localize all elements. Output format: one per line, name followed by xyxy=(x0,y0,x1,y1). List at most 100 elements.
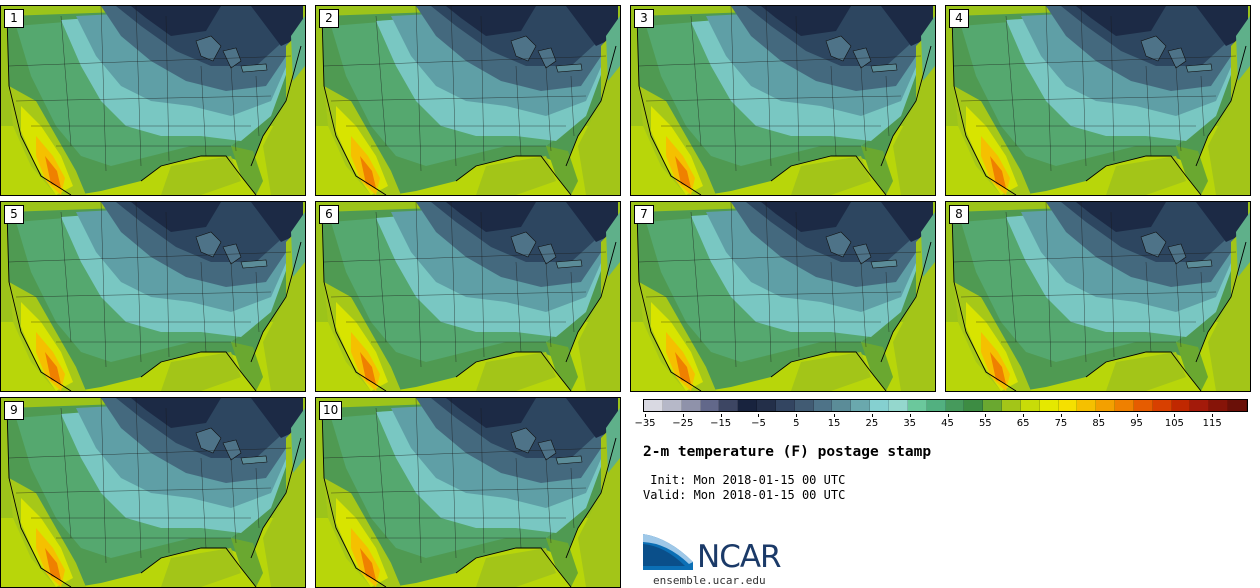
map-region xyxy=(1185,63,1213,73)
valid-time: Valid: Mon 2018-01-15 00 UTC xyxy=(643,488,846,502)
colorbar-swatch xyxy=(794,400,814,411)
map-region xyxy=(240,63,268,73)
map-panel-5: 5 xyxy=(0,201,306,392)
colorbar-tick-label: 55 xyxy=(978,418,992,429)
colorbar-swatch xyxy=(1133,400,1153,411)
state-border xyxy=(1005,15,1017,147)
site-url: ensemble.ucar.edu xyxy=(653,574,766,587)
state-border xyxy=(1200,75,1205,137)
state-border xyxy=(1145,65,1152,157)
state-border xyxy=(515,65,522,157)
state-border xyxy=(165,407,170,554)
colorbar-tick-mark xyxy=(682,414,684,417)
map-region xyxy=(990,352,1006,384)
colorbar-swatch xyxy=(700,400,720,411)
temperature-map xyxy=(316,202,620,391)
state-border xyxy=(8,251,292,263)
map-region xyxy=(791,352,871,391)
colorbar-tick-mark xyxy=(1060,414,1062,417)
state-border xyxy=(1005,211,1017,343)
map-region xyxy=(606,408,620,473)
map-region xyxy=(566,398,618,438)
map-region xyxy=(231,342,263,391)
colorbar-swatch xyxy=(1002,400,1021,411)
colorbar-swatch xyxy=(681,400,701,411)
state-border xyxy=(15,95,272,102)
map-region xyxy=(921,16,935,81)
map-region xyxy=(606,16,620,81)
colorbar-swatch xyxy=(983,400,1003,411)
state-border xyxy=(230,457,237,544)
colorbar-tick-label: 5 xyxy=(793,418,800,429)
map-region xyxy=(881,6,933,46)
map-region xyxy=(566,6,618,46)
map-region xyxy=(1236,16,1250,81)
coastline xyxy=(951,211,1247,391)
map-region xyxy=(231,538,263,587)
map-panel-9: 9 xyxy=(0,397,306,588)
colorbar-swatch xyxy=(1209,400,1229,411)
map-region xyxy=(1236,212,1250,277)
state-border xyxy=(8,55,292,67)
coastline xyxy=(636,15,932,195)
state-border xyxy=(100,6,107,172)
state-border xyxy=(570,75,575,137)
state-border xyxy=(645,95,902,102)
map-region xyxy=(476,548,556,587)
map-panel-7: 7 xyxy=(630,201,936,392)
map-region xyxy=(546,342,578,391)
colorbar-swatch xyxy=(1077,400,1097,411)
map-region xyxy=(291,212,305,277)
map-region xyxy=(870,63,898,73)
state-border xyxy=(330,291,587,298)
colorbar-tick-label: 65 xyxy=(1016,418,1030,429)
state-border xyxy=(135,398,142,559)
map-region xyxy=(1185,259,1213,269)
map-region xyxy=(546,146,578,195)
state-border xyxy=(200,65,207,157)
temperature-map xyxy=(1,202,305,391)
state-border xyxy=(1080,202,1087,363)
map-region xyxy=(195,427,222,454)
colorbar-swatch xyxy=(1115,400,1134,411)
map-region xyxy=(555,63,583,73)
map-region xyxy=(231,146,263,195)
state-border xyxy=(450,202,457,363)
member-label: 3 xyxy=(634,9,654,28)
map-region xyxy=(161,156,241,195)
colorbar-swatch xyxy=(851,400,871,411)
map-region xyxy=(1196,6,1248,46)
colorbar-tick-mark xyxy=(1023,414,1025,417)
map-region xyxy=(45,156,61,188)
map-region xyxy=(990,156,1006,188)
map-region xyxy=(510,35,537,62)
colorbar-tick-label: 15 xyxy=(827,418,841,429)
colorbar-swatch xyxy=(832,400,852,411)
member-label: 1 xyxy=(4,9,24,28)
state-border xyxy=(1175,261,1182,348)
state-border xyxy=(255,467,260,529)
state-border xyxy=(830,261,837,353)
state-border xyxy=(100,398,107,564)
map-region xyxy=(251,398,303,438)
state-border xyxy=(638,55,922,67)
temperature-map xyxy=(316,6,620,195)
colorbar-tick-mark xyxy=(1136,414,1138,417)
state-border xyxy=(570,467,575,529)
coastline xyxy=(321,407,617,587)
map-region xyxy=(861,342,893,391)
state-border xyxy=(1200,271,1205,333)
map-region xyxy=(881,202,933,242)
map-region xyxy=(861,146,893,195)
map-panel-10: 10 xyxy=(315,397,621,588)
state-border xyxy=(480,211,485,358)
state-border xyxy=(8,447,292,459)
state-border xyxy=(765,6,772,167)
state-border xyxy=(135,6,142,167)
state-border xyxy=(830,65,837,157)
state-border xyxy=(638,251,922,263)
temperature-map xyxy=(631,6,935,195)
map-region xyxy=(195,35,222,62)
colorbar-tick-label: −15 xyxy=(710,418,732,429)
state-border xyxy=(323,447,607,459)
